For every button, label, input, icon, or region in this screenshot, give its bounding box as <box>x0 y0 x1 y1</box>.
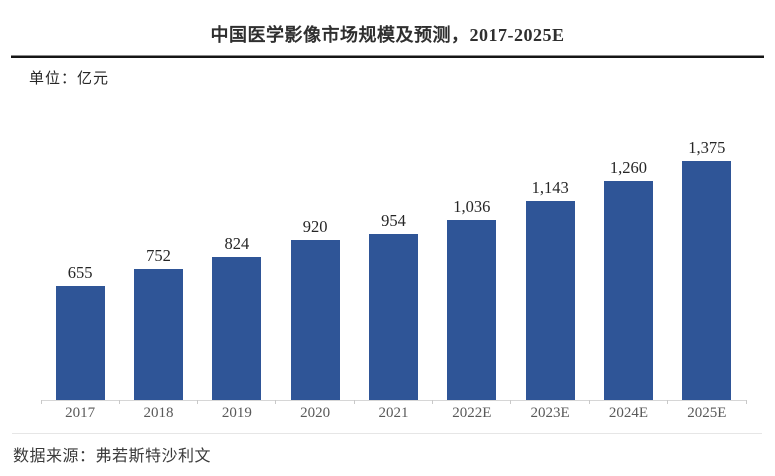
axis-tick <box>40 400 42 404</box>
x-axis-label: 2018 <box>143 405 174 421</box>
axis-tick <box>118 400 120 404</box>
axis-tick <box>588 400 590 404</box>
bar <box>290 240 340 400</box>
bar <box>212 257 262 400</box>
x-axis-label: 2019 <box>221 405 252 421</box>
bar-value-label: 752 <box>146 245 171 265</box>
bar <box>447 220 497 400</box>
axis-tick <box>667 400 669 404</box>
bar-column: 954 <box>354 138 432 400</box>
bar <box>368 234 418 400</box>
bar-value-label: 824 <box>224 233 250 253</box>
axis-tick <box>275 400 277 404</box>
x-axis-label: 2021 <box>378 405 409 421</box>
bar-column: 1,375 <box>668 138 746 400</box>
x-axis-label: 2022E <box>452 405 492 421</box>
bar-column: 1,036 <box>433 138 511 400</box>
bar-column: 920 <box>276 138 354 400</box>
x-axis-line <box>40 400 747 404</box>
bar-value-label: 1,375 <box>688 137 726 157</box>
bar <box>133 269 183 400</box>
bar-value-label: 1,143 <box>531 177 569 197</box>
bar-value-label: 1,036 <box>453 196 491 216</box>
plot-area: 655 752 824 920 954 1,036 1,143 1,260 1,375 <box>41 138 746 400</box>
axis-tick <box>510 400 512 404</box>
bar-column: 1,143 <box>511 138 589 400</box>
bar-value-label: 920 <box>302 216 328 236</box>
x-axis-label: 2020 <box>300 405 331 421</box>
axis-tick <box>197 400 199 404</box>
bar-column: 1,260 <box>589 138 667 400</box>
bar-value-label: 655 <box>67 262 93 282</box>
bar <box>525 201 575 400</box>
x-axis-label: 2024E <box>608 405 649 421</box>
axis-tick <box>745 400 747 404</box>
x-axis-label: 2017 <box>65 405 96 421</box>
bar-value-label: 954 <box>381 210 406 230</box>
title-rule <box>11 55 764 58</box>
bar-column: 752 <box>119 138 197 400</box>
unit-label: 单位：亿元 <box>29 71 110 87</box>
axis-tick <box>432 400 434 404</box>
bar <box>682 161 732 400</box>
x-axis-label: 2025E <box>687 405 727 421</box>
bar <box>55 286 105 400</box>
x-axis-labels: 2017 2018 2019 2020 2021 2022E 2023E 2024E 2025E <box>41 405 746 422</box>
source-separator <box>12 433 762 434</box>
bar-value-label: 1,260 <box>609 157 648 177</box>
bar-column: 824 <box>198 138 276 400</box>
source-label: 数据来源：弗若斯特沙利文 <box>13 448 212 465</box>
bar-column: 655 <box>41 138 119 400</box>
chart-title: 中国医学影像市场规模及预测，2017-2025E <box>210 25 565 45</box>
axis-tick <box>353 400 355 404</box>
bar <box>603 181 653 400</box>
x-axis-label: 2023E <box>530 405 570 421</box>
